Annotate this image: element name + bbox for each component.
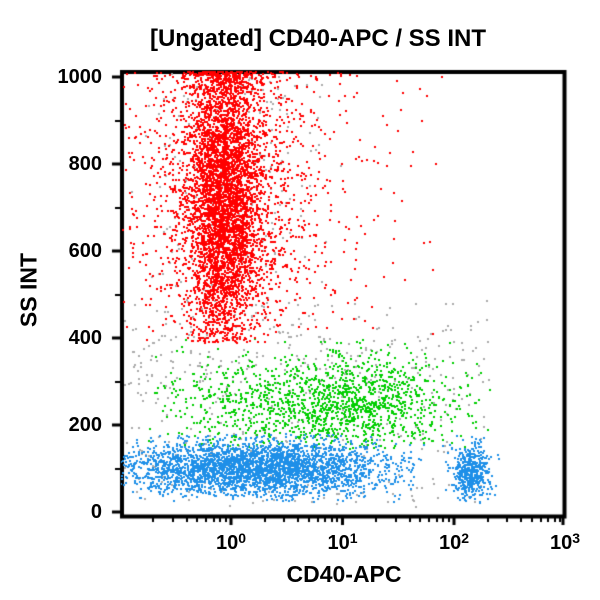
- y-tick-label: 800: [68, 153, 102, 175]
- x-axis-label: CD40-APC: [286, 561, 402, 587]
- y-axis-label: SS INT: [15, 252, 42, 328]
- y-tick-label: 400: [68, 327, 102, 349]
- chart-title: [Ungated] CD40-APC / SS INT: [149, 25, 487, 52]
- x-tick-label: 100: [215, 530, 247, 554]
- y-tick-label: 1000: [57, 66, 103, 88]
- x-tick-label: 101: [327, 530, 358, 554]
- y-tick-label: 200: [68, 414, 102, 436]
- x-tick-label: 103: [549, 530, 581, 554]
- y-tick-label: 0: [90, 501, 102, 523]
- x-tick-label: 102: [438, 530, 470, 554]
- y-tick-label: 600: [68, 240, 102, 262]
